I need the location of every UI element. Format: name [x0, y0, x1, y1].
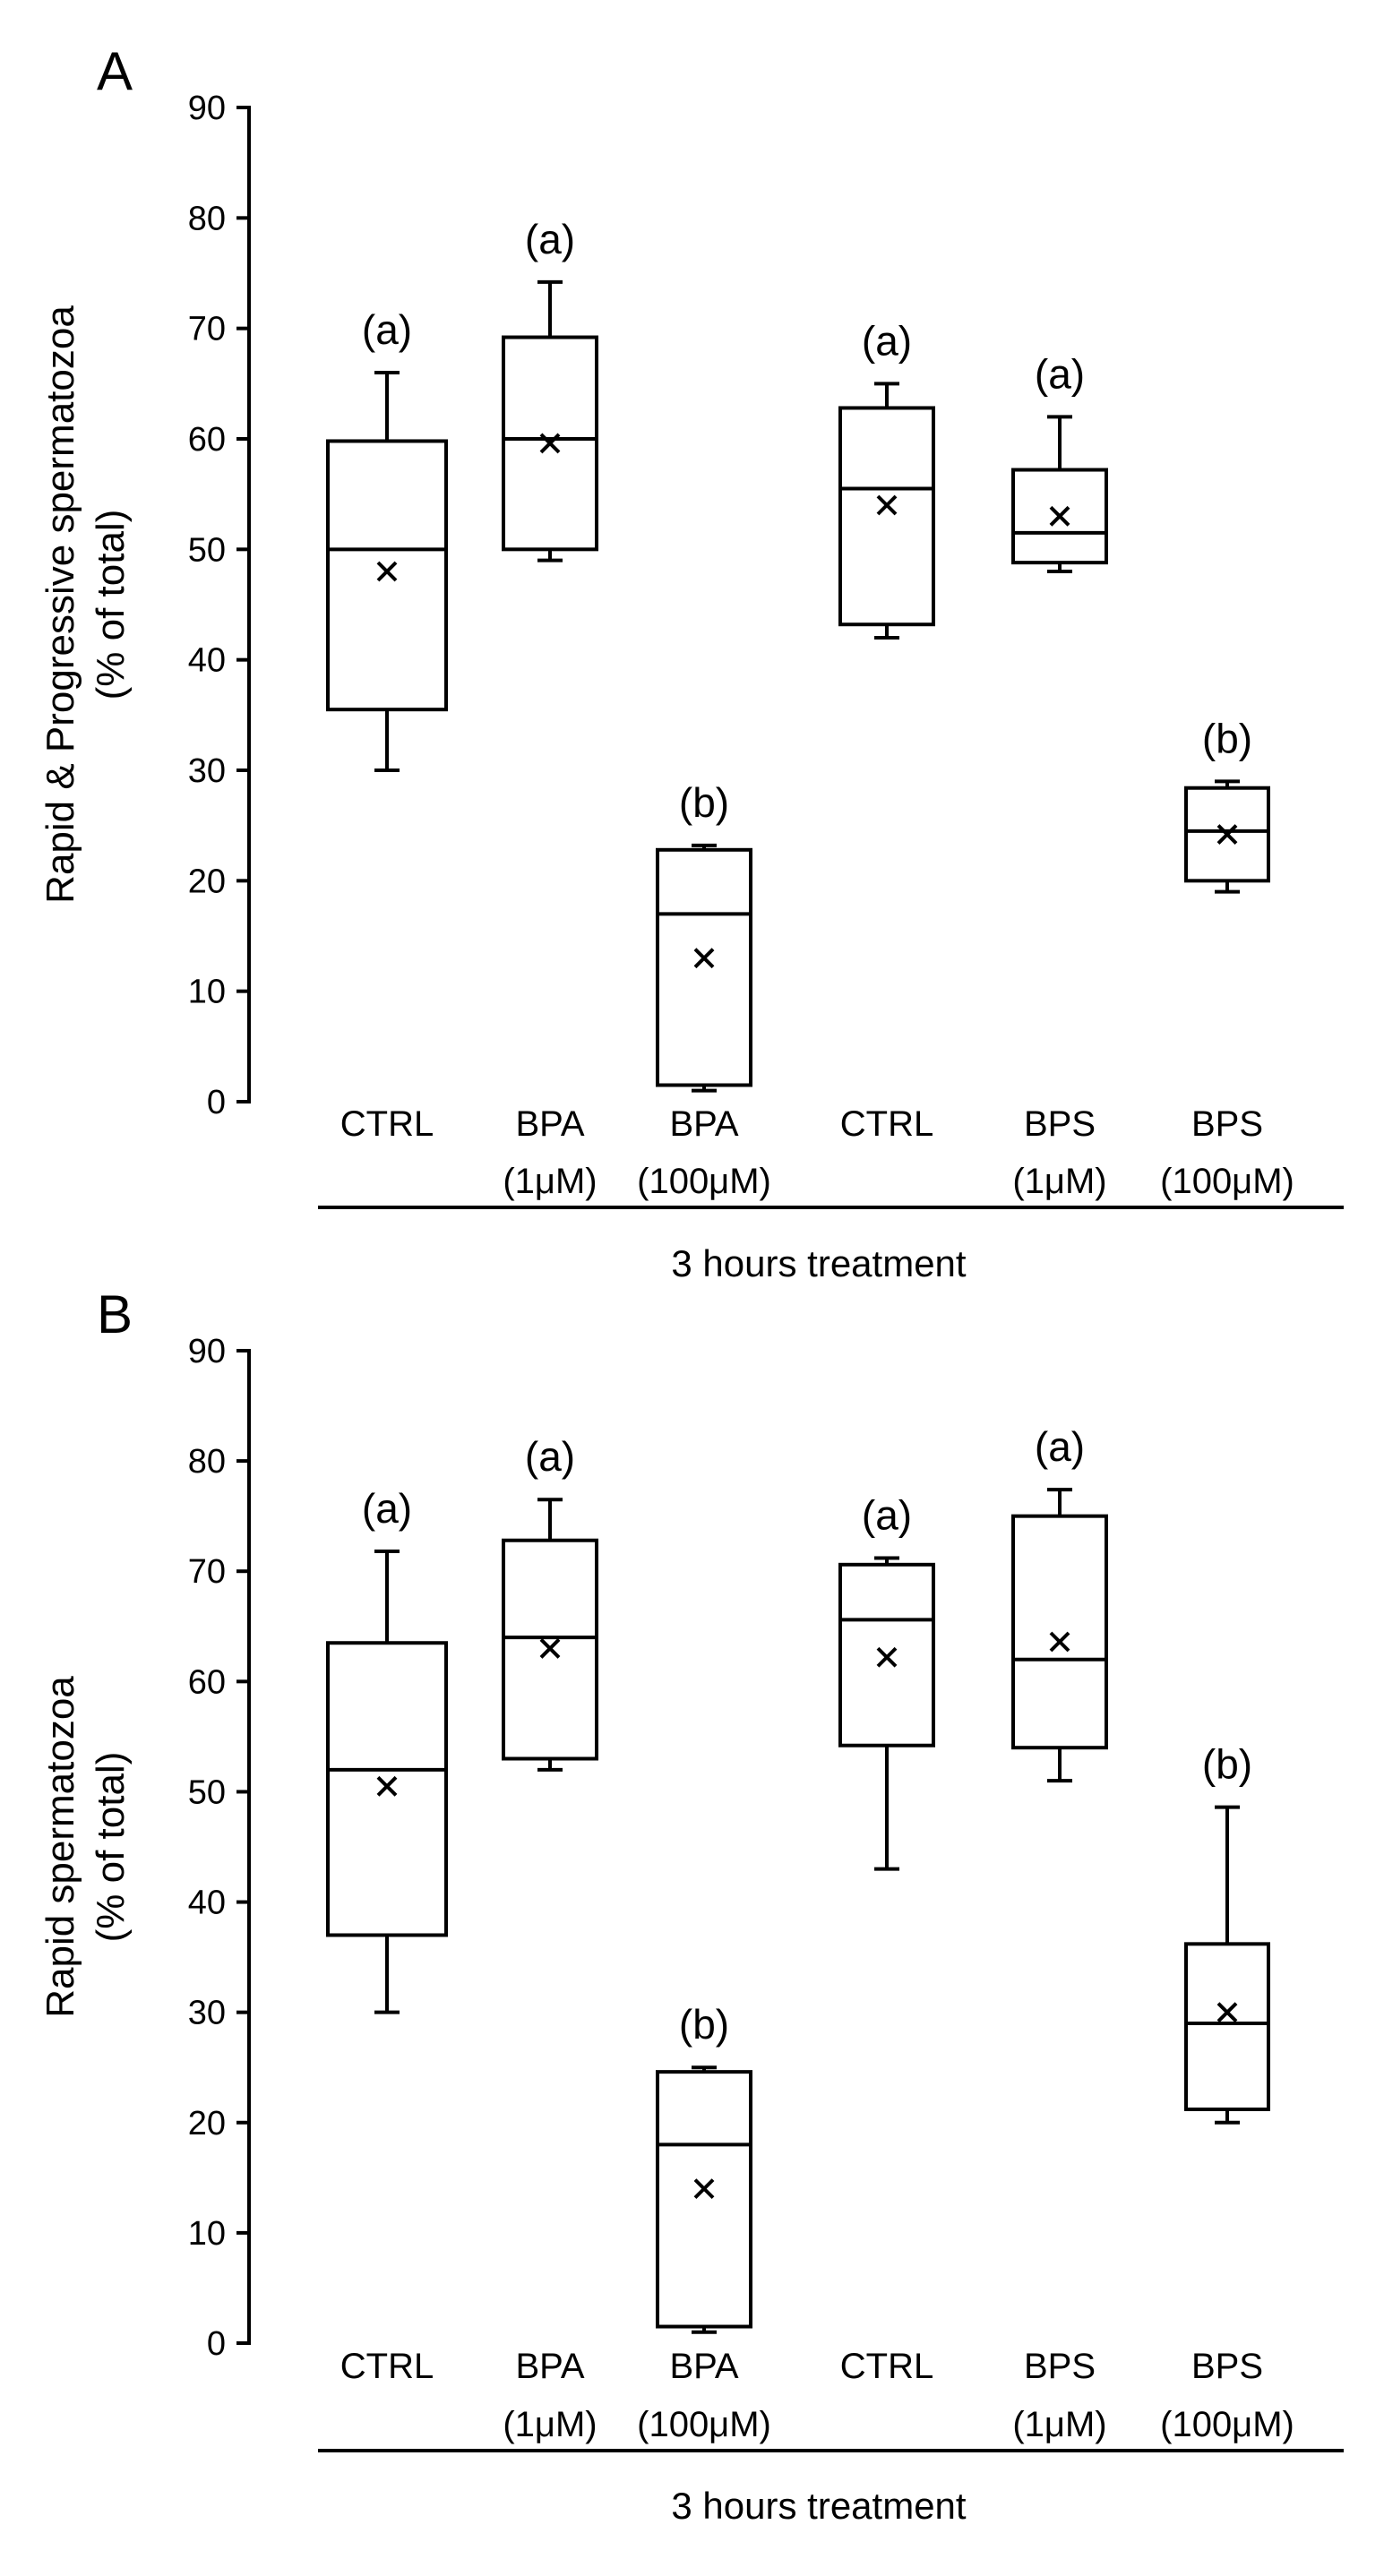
significance-label: (a) [862, 1491, 912, 1538]
category-label: BPA [669, 1104, 738, 1144]
iqr-box [502, 1538, 598, 1761]
iqr-box [656, 2070, 752, 2329]
y-tick-label: 0 [207, 1084, 226, 1121]
y-axis-label: Rapid spermatozoa [39, 1676, 82, 2018]
category-label: CTRL [340, 2347, 434, 2386]
mean-marker [376, 561, 398, 582]
box-group: (a) CTRL [838, 1491, 935, 2386]
significance-label: (b) [1202, 715, 1252, 761]
box-group: (a) CTRL [326, 1485, 448, 2386]
category-label: (1μM) [503, 1162, 597, 1201]
box-group: (b) BPS (100μM) [1160, 1741, 1294, 2444]
y-tick-label: 90 [188, 90, 226, 127]
significance-label: (a) [1035, 350, 1085, 397]
y-tick-label: 50 [188, 531, 226, 569]
significance-label: (a) [525, 1433, 575, 1480]
significance-label: (a) [362, 306, 412, 353]
significance-label: (a) [862, 317, 912, 364]
box-group: (a) CTRL [326, 306, 448, 1144]
category-label: (1μM) [1012, 2405, 1106, 2444]
y-tick-label: 70 [188, 1553, 226, 1591]
box-group: (b) BPA (100μM) [637, 779, 771, 1201]
mean-marker [1216, 824, 1238, 845]
mean-marker [376, 1775, 398, 1797]
mean-marker [1049, 1631, 1070, 1653]
y-tick-label: 40 [188, 642, 226, 680]
mean-marker [693, 948, 715, 969]
category-label: BPA [669, 2347, 738, 2386]
significance-label: (a) [362, 1485, 412, 1532]
iqr-box [502, 335, 598, 552]
iqr-box [1184, 1942, 1270, 2112]
category-label: CTRL [840, 1104, 933, 1144]
iqr-box [838, 406, 935, 627]
mean-marker [876, 1646, 898, 1668]
category-label: CTRL [340, 1104, 434, 1144]
category-label: (100μM) [637, 2405, 771, 2444]
category-label: CTRL [840, 2347, 933, 2386]
panel-letter: B [97, 1284, 133, 1344]
y-tick-label: 10 [188, 2215, 226, 2253]
y-tick-label: 20 [188, 2105, 226, 2142]
y-tick-label: 30 [188, 752, 226, 790]
y-tick-label: 40 [188, 1885, 226, 1922]
box-group: (b) BPS (100μM) [1160, 715, 1294, 1201]
y-tick-label: 90 [188, 1333, 226, 1370]
mean-marker [539, 1637, 561, 1659]
mean-marker [539, 433, 561, 454]
y-tick-label: 60 [188, 421, 226, 459]
category-label: (100μM) [1160, 1162, 1294, 1201]
significance-label: (a) [1035, 1423, 1085, 1470]
iqr-box [326, 1641, 448, 1937]
y-tick-label: 0 [207, 2325, 226, 2363]
category-label: BPS [1024, 1104, 1096, 1144]
panel-a: A 0 10 20 30 40 50 60 70 80 90 Rapid & Progressive … [39, 41, 1344, 1284]
y-tick-label: 20 [188, 863, 226, 900]
box-group: (a) BPA (1μM) [502, 1433, 598, 2444]
y-tick-label: 30 [188, 1995, 226, 2032]
group-label: 3 hours treatment [671, 2485, 967, 2527]
category-label: BPS [1024, 2347, 1096, 2386]
significance-label: (b) [1202, 1741, 1252, 1788]
iqr-box [1011, 1514, 1108, 1750]
box-group: (a) BPA (1μM) [502, 216, 598, 1201]
iqr-box [326, 439, 448, 712]
box-group: (a) BPS (1μM) [1011, 350, 1108, 1201]
y-axis-label: (% of total) [89, 510, 133, 700]
y-axis-label: Rapid & Progressive spermatozoa [39, 305, 82, 904]
iqr-box [838, 1562, 935, 1747]
iqr-box [656, 847, 752, 1087]
category-label: (100μM) [637, 1162, 771, 1201]
category-label: BPS [1191, 2347, 1263, 2386]
iqr-box [1184, 786, 1270, 883]
panel-b: B 0 10 20 30 40 50 60 70 80 90 Rapid spermatozoa (% … [39, 1284, 1344, 2527]
iqr-box [1011, 468, 1108, 565]
panel-letter: A [97, 41, 133, 101]
mean-marker [876, 494, 898, 516]
category-label: (1μM) [1012, 1162, 1106, 1201]
box-group: (a) CTRL [838, 317, 935, 1144]
box-group: (b) BPA (100μM) [637, 2001, 771, 2444]
group-label: 3 hours treatment [671, 1242, 967, 1284]
y-tick-label: 50 [188, 1773, 226, 1811]
y-tick-label: 10 [188, 974, 226, 1011]
category-label: BPA [515, 2347, 584, 2386]
mean-marker [1049, 505, 1070, 527]
category-label: BPS [1191, 1104, 1263, 1144]
box-group: (a) BPS (1μM) [1011, 1423, 1108, 2444]
y-tick-label: 60 [188, 1663, 226, 1701]
mean-marker [1216, 2002, 1238, 2023]
category-label: (100μM) [1160, 2405, 1294, 2444]
y-axis-label: (% of total) [89, 1752, 133, 1943]
significance-label: (b) [679, 2001, 729, 2048]
y-tick-label: 80 [188, 200, 226, 237]
significance-label: (b) [679, 779, 729, 826]
category-label: (1μM) [503, 2405, 597, 2444]
y-tick-label: 70 [188, 311, 226, 348]
mean-marker [693, 2178, 715, 2200]
significance-label: (a) [525, 216, 575, 262]
category-label: BPA [515, 1104, 584, 1144]
y-tick-label: 80 [188, 1443, 226, 1481]
